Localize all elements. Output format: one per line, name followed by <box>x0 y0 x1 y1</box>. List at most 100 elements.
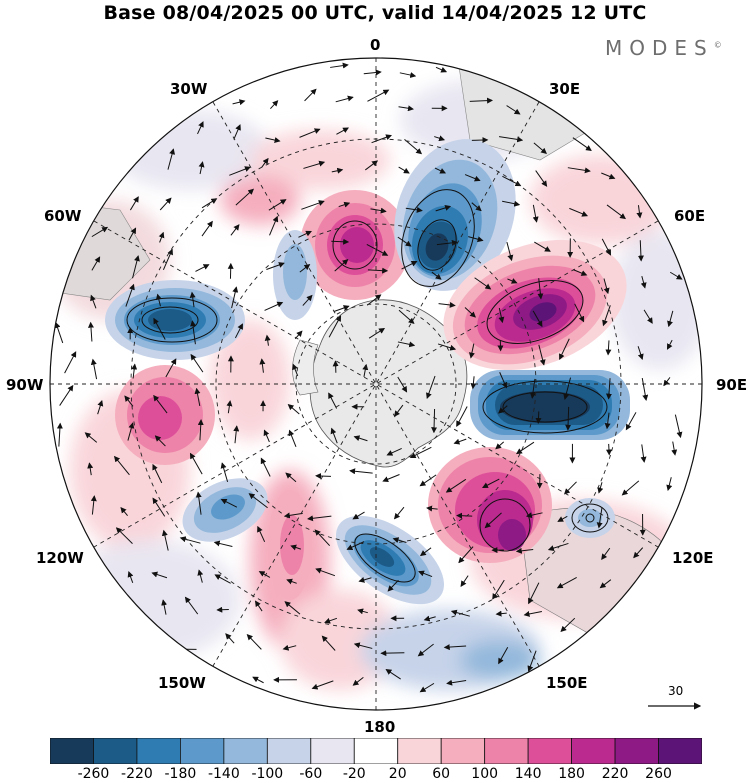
wind-arrow <box>574 303 585 323</box>
wind-arrow <box>636 205 643 219</box>
wind-arrow <box>456 406 468 427</box>
wind-arrow <box>426 375 436 399</box>
wind-arrow <box>189 452 203 475</box>
wind-arrow <box>605 443 612 456</box>
wind-arrow <box>563 377 572 401</box>
antarctic-peninsula <box>292 339 319 396</box>
wind-arrow <box>385 669 401 680</box>
wind-arrow <box>666 477 673 492</box>
lon-label-150w: 150W <box>158 674 206 692</box>
wind-arrow <box>418 570 433 578</box>
colorbar-tick-label: -220 <box>121 766 153 782</box>
wind-arrow <box>91 226 109 238</box>
wind-arrow <box>162 248 173 271</box>
wind-arrow <box>409 446 432 459</box>
wind-arrow <box>258 571 271 578</box>
lon-label-30w: 30W <box>170 80 208 98</box>
wind-arrow <box>464 307 476 318</box>
negative-anomaly-center-165w <box>335 515 445 605</box>
wind-arrow <box>229 166 251 176</box>
wind-arrow <box>572 269 588 276</box>
wind-arrow <box>201 220 213 237</box>
wind-arrow <box>189 291 196 308</box>
colorbar-tick-label: 220 <box>601 766 629 782</box>
wind-arrow <box>358 576 372 583</box>
wind-arrow <box>283 512 303 519</box>
wind-arrow <box>502 200 521 207</box>
contour-lines <box>126 189 609 583</box>
wind-arrow <box>423 615 436 622</box>
wind-arrow <box>90 495 97 515</box>
wind-arrow <box>257 525 266 543</box>
wind-arrow <box>625 412 637 431</box>
wind-arrow <box>311 680 334 690</box>
colorbar-swatch <box>223 738 268 764</box>
colorbar-swatch <box>571 738 616 764</box>
wind-arrow <box>640 275 647 289</box>
wind-arrow <box>90 358 98 380</box>
wind-arrow <box>484 512 502 529</box>
wind-arrow <box>285 472 297 483</box>
wind-arrow <box>671 441 678 456</box>
wind-arrow <box>399 72 417 78</box>
wind-arrow <box>179 536 201 544</box>
wind-arrow <box>299 128 321 138</box>
wind-arrow <box>56 422 63 447</box>
wind-arrow <box>401 261 418 270</box>
wind-arrow <box>307 515 332 522</box>
lon-label-90w: 90W <box>6 376 44 394</box>
wind-arrow <box>127 571 134 583</box>
colorbar-swatch <box>440 738 486 764</box>
wind-arrow <box>152 463 163 484</box>
wind-arrow <box>235 188 255 206</box>
wind-arrow <box>195 491 202 515</box>
wind-arrow <box>184 596 199 615</box>
wind-arrow <box>366 244 389 256</box>
wind-arrow <box>599 579 612 589</box>
wind-arrow <box>498 647 509 665</box>
wind-arrow <box>471 202 482 212</box>
wind-arrow <box>328 392 338 409</box>
colorbar-swatch <box>484 738 529 764</box>
wind-arrow <box>605 378 612 400</box>
wind-arrow <box>282 644 297 651</box>
wind-arrow <box>330 62 349 69</box>
wind-arrow <box>621 480 640 496</box>
wind-arrow <box>404 139 423 155</box>
wind-arrow <box>498 405 508 414</box>
wind-arrow <box>507 278 518 284</box>
wind-arrow <box>197 569 204 583</box>
wind-arrow <box>268 199 287 211</box>
wind-arrow <box>234 323 243 339</box>
wind-arrow <box>605 340 612 356</box>
wind-arrow <box>158 231 165 243</box>
wind-arrow <box>532 204 539 223</box>
wind-arrow <box>232 99 246 106</box>
wind-arrow <box>120 506 128 516</box>
wind-arrow <box>335 95 354 103</box>
wind-arrow <box>303 160 326 169</box>
map-boundary <box>49 57 703 711</box>
wind-arrow <box>154 435 166 447</box>
wind-arrow <box>567 167 591 174</box>
colorbar-tick-label: 180 <box>558 766 585 782</box>
wind-arrow <box>91 256 101 271</box>
wind-arrow <box>597 482 604 494</box>
wind-arrow <box>633 547 644 559</box>
wind-arrow <box>159 197 172 211</box>
wind-arrow <box>284 601 301 615</box>
wind-arrow <box>352 676 364 686</box>
wind-arrow <box>287 404 300 415</box>
wind-arrow <box>260 457 271 477</box>
wind-arrow <box>299 264 311 273</box>
wind-arrow <box>563 481 577 495</box>
wind-arrow <box>436 239 458 246</box>
colorbar-swatch <box>310 738 355 764</box>
wind-arrow <box>331 167 344 174</box>
lon-label-120w: 120W <box>36 549 84 567</box>
wind-arrow <box>54 321 64 344</box>
wind-arrow <box>386 447 402 456</box>
wind-arrow <box>265 137 281 143</box>
colorbar-swatch <box>353 738 399 764</box>
